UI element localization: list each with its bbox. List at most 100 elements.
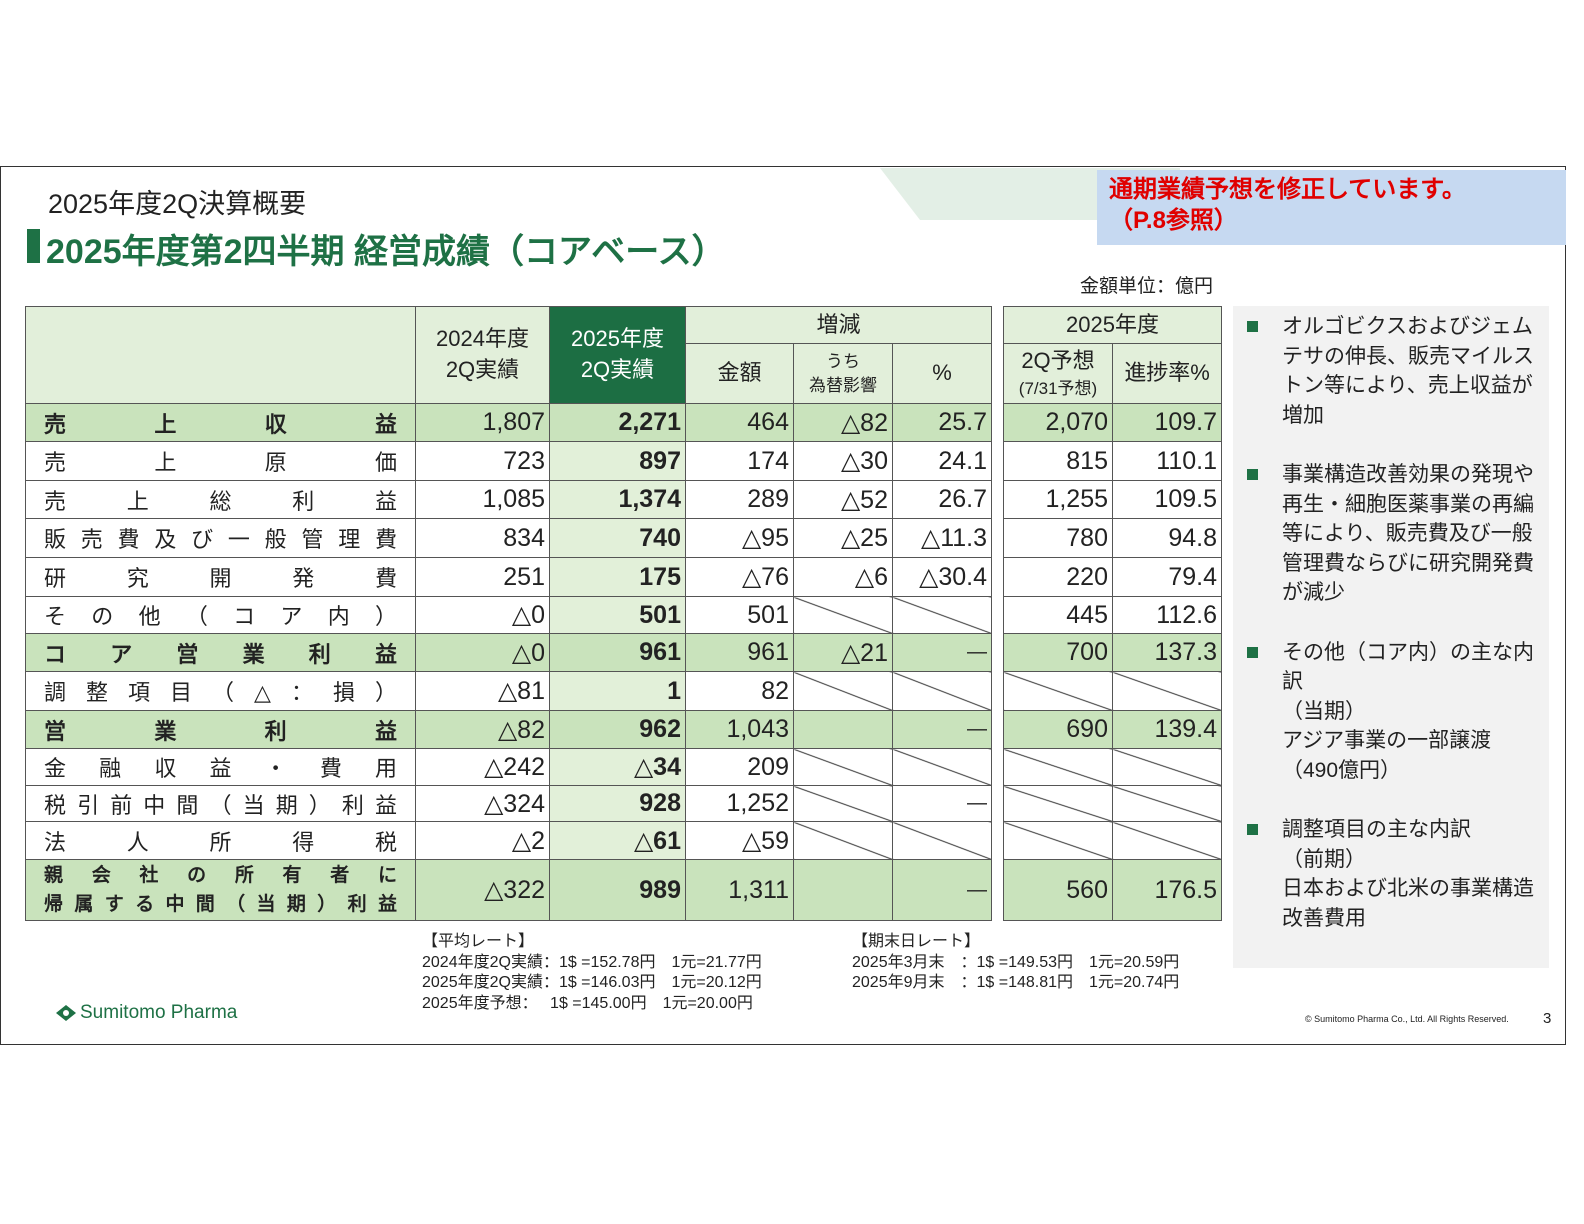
header-cell: 増減 xyxy=(685,306,992,344)
page-number: 3 xyxy=(1543,1010,1552,1027)
gap xyxy=(991,403,1004,442)
bullet xyxy=(1247,321,1258,332)
rate-line: 2025年9月末 ：1$ =148.81円 1元=20.74円 xyxy=(852,974,1180,991)
table-cell: △30 xyxy=(793,441,893,481)
row-label: 研究開発費 xyxy=(25,557,416,597)
table-cell: △95 xyxy=(685,518,794,558)
table-row: 売上原価 723 897 174 △30 24.1 815 110.1 xyxy=(25,441,1222,481)
row-label-line: 調整項目（△：損） xyxy=(44,680,397,705)
gap xyxy=(991,480,1004,519)
table-row: コア営業利益 △0 961 961 △21—700 137.3 xyxy=(25,633,1222,672)
table-cell: △11.3 xyxy=(892,518,992,558)
header-cell: 2025年度 2Q実績 xyxy=(549,306,686,404)
row-label: 税引前中間（当期）利益 xyxy=(25,785,416,822)
empty-cell xyxy=(1112,785,1222,822)
table-cell: △61 xyxy=(549,821,686,860)
header-text: (7/31予想) xyxy=(1018,379,1098,398)
table-cell: 723 xyxy=(415,441,550,481)
header-text: 2024年度 xyxy=(436,326,529,352)
table-row: その他（コア内） △0 501 501 445 112.6 xyxy=(25,596,1222,634)
table-cell: 209 xyxy=(685,748,794,786)
row-label: 営業利益 xyxy=(25,710,416,749)
table-cell: 740 xyxy=(549,518,686,558)
gap xyxy=(991,306,1004,404)
table-row: 営業利益 △82 962 1,043 — 690 139.4 xyxy=(25,710,1222,749)
table-cell: 109.5 xyxy=(1112,480,1222,519)
empty-cell xyxy=(892,596,992,634)
logo-text: Sumitomo Pharma xyxy=(80,1002,238,1023)
note-line: 調整項目の主な内訳 xyxy=(1282,818,1471,841)
table-row: 研究開発費 251 175 △76 △6 △30.4 220 79.4 xyxy=(25,557,1222,597)
table-cell: △30.4 xyxy=(892,557,992,597)
table-cell: 464 xyxy=(685,403,794,442)
empty-cell xyxy=(1112,748,1222,786)
row-label: コア営業利益 xyxy=(25,633,416,672)
gap xyxy=(991,557,1004,597)
table-cell: 928 xyxy=(549,785,686,822)
logo-icon xyxy=(56,1005,76,1021)
header-cell: 進捗率% xyxy=(1112,343,1222,404)
note-item: 調整項目の主な内訳 （前期） 日本および北米の事業構造改善費用 xyxy=(1247,815,1539,933)
table-cell: 79.4 xyxy=(1112,557,1222,597)
empty-cell xyxy=(1112,821,1222,860)
empty-cell xyxy=(1003,785,1113,822)
note-line: オルゴビクスおよびジェムテサの伸長、販売マイルストン等により、売上収益が増加 xyxy=(1282,315,1534,427)
table-cell: 445 xyxy=(1003,596,1113,634)
logo: Sumitomo Pharma xyxy=(55,1002,237,1024)
header-text: 為替影響 xyxy=(809,375,877,395)
table-cell: 700 xyxy=(1003,633,1113,672)
empty-cell xyxy=(793,785,893,822)
table-cell: 251 xyxy=(415,557,550,597)
row-label-line: 売上収益 xyxy=(44,411,397,437)
table-cell: 24.1 xyxy=(892,441,992,481)
table-cell: 1,807 xyxy=(415,403,550,442)
table-cell: 109.7 xyxy=(1112,403,1222,442)
table-cell: 1,311 xyxy=(685,859,794,921)
header-text: 進捗率% xyxy=(1124,360,1210,386)
empty-cell xyxy=(793,710,893,749)
row-label: 販売費及び一般管理費 xyxy=(25,518,416,558)
header-cell: % xyxy=(892,343,992,404)
table-cell: △59 xyxy=(685,821,794,860)
table-cell: — xyxy=(892,859,992,921)
empty-cell xyxy=(793,671,893,711)
header-row: 2024年度 2Q実績 2025年度 2Q実績 増減 2025年度 xyxy=(25,306,1222,404)
notice-text: （P.8参照） xyxy=(1109,207,1238,234)
gap xyxy=(991,821,1004,860)
row-label: 売上総利益 xyxy=(25,480,416,519)
table-cell: △52 xyxy=(793,480,893,519)
table-cell: 26.7 xyxy=(892,480,992,519)
note-line: その他（コア内）の主な内訳 xyxy=(1282,640,1534,694)
table-cell: △21 xyxy=(793,633,893,672)
table-cell: 175 xyxy=(549,557,686,597)
table-cell: 989 xyxy=(549,859,686,921)
table-cell: 560 xyxy=(1003,859,1113,921)
gap xyxy=(991,671,1004,711)
page-title: 2025年度第2四半期 経営成績（コアベース） xyxy=(46,233,726,271)
row-label-line: その他（コア内） xyxy=(44,604,397,629)
empty-cell xyxy=(1003,671,1113,711)
note-line: アジア事業の一部譲渡 xyxy=(1282,729,1492,752)
rate-title: 【期末日レート】 xyxy=(852,933,981,950)
table-cell: 834 xyxy=(415,518,550,558)
row-label-line: 研究開発費 xyxy=(44,566,397,591)
empty-cell xyxy=(793,859,893,921)
notice-text: 通期業績予想を修正しています。 xyxy=(1109,176,1466,203)
empty-cell xyxy=(1112,671,1222,711)
row-label: 売上収益 xyxy=(25,403,416,442)
bullet xyxy=(1247,469,1258,480)
note-text: オルゴビクスおよびジェムテサの伸長、販売マイルストン等により、売上収益が増加 xyxy=(1282,312,1534,430)
notes-panel: オルゴビクスおよびジェムテサの伸長、販売マイルストン等により、売上収益が増加 事業… xyxy=(1233,306,1549,968)
note-line: （当期） xyxy=(1282,699,1366,723)
row-label-line: 販売費及び一般管理費 xyxy=(44,527,397,552)
table-cell: 112.6 xyxy=(1112,596,1222,634)
header-cell: 金額 xyxy=(685,343,794,404)
row-label: その他（コア内） xyxy=(25,596,416,634)
rate-title: 【平均レート】 xyxy=(422,933,535,950)
table-cell: 1,252 xyxy=(685,785,794,822)
table-cell: 1,255 xyxy=(1003,480,1113,519)
table-cell: △82 xyxy=(415,710,550,749)
table-cell: 501 xyxy=(685,596,794,634)
header-text: 2025年度 xyxy=(571,326,664,352)
title-bar xyxy=(27,229,40,263)
